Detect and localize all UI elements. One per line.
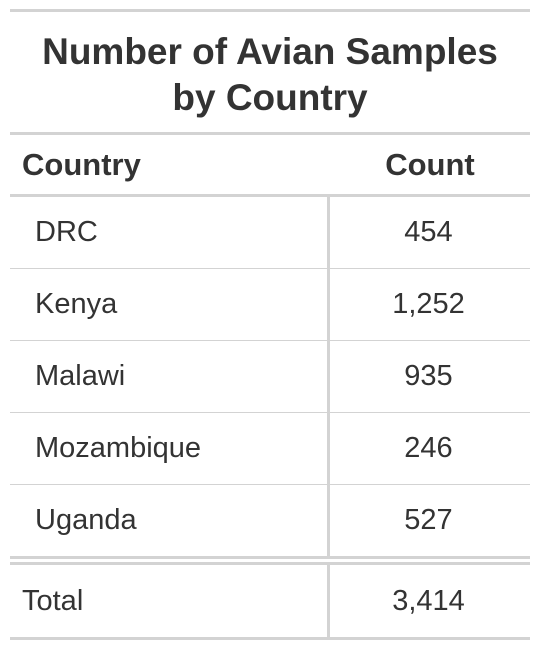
table-title-line-1: Number of Avian Samples [42,31,498,72]
header-count: Count [385,146,475,182]
table-row: DRC 454 [10,197,530,269]
samples-table: Number of Avian Samples by Country Count… [10,9,530,640]
table-row: Mozambique 246 [10,413,530,485]
table-row: Kenya 1,252 [10,269,530,341]
count-cell: 527 [404,504,453,536]
table-row: Uganda 527 [10,485,530,556]
title-divider [10,132,530,135]
total-row: Total 3,414 [10,565,530,637]
table-row: Malawi 935 [10,341,530,413]
table-body: DRC 454 Kenya 1,252 Malawi 935 Mozambiqu… [10,197,530,556]
table-title-line-2: by Country [172,77,368,118]
count-cell: 454 [404,216,453,248]
count-cell: 935 [404,360,453,392]
country-cell: Uganda [10,485,330,556]
table-title: Number of Avian Samples by Country [10,12,530,132]
country-cell: Mozambique [10,413,330,484]
header-row: Country Count [10,135,530,194]
total-count: 3,414 [392,584,465,617]
country-cell: Malawi [10,341,330,412]
total-label: Total [10,565,330,637]
summary-divider [10,556,530,565]
header-country: Country [22,146,141,182]
country-cell: Kenya [10,269,330,340]
count-cell: 246 [404,432,453,464]
count-cell: 1,252 [392,288,465,320]
country-cell: DRC [10,197,330,268]
bottom-rule [10,637,530,640]
header-divider [10,194,530,197]
top-rule [10,9,530,12]
